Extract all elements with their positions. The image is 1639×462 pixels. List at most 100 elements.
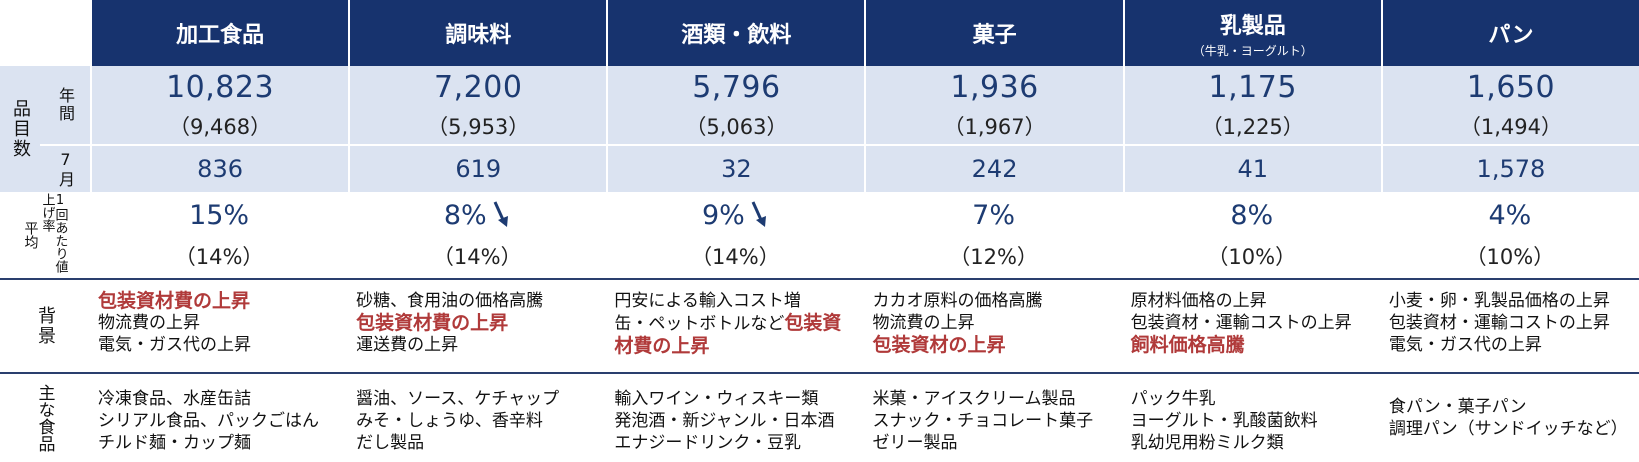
background-line-highlight: 包装資材費の上昇 (614, 312, 842, 357)
foods-cell: 食パン・菓子パン 調理パン（サンドイッチなど） (1381, 374, 1639, 462)
food-item: 米菓・アイスクリーム製品 (872, 389, 1076, 409)
july-cell: 836 (90, 146, 349, 192)
background-line: 缶・ペットボトルなど (614, 314, 785, 334)
header-col-5: パン (1380, 0, 1639, 66)
rate-prev: （14%） (432, 244, 522, 269)
food-item: 醤油、ソース、ケチャップ (356, 389, 560, 409)
food-item: 発泡酒・新ジャンル・日本酒 (614, 411, 835, 431)
side-rate-main: 平均 (22, 221, 39, 249)
foods-cell: 輸入ワイン・ウィスキー類 発泡酒・新ジャンル・日本酒 エナジードリンク・豆乳 (606, 374, 864, 462)
background-cell: 円安による輸入コスト増 缶・ペットボトルなど包装資材費の上昇 (606, 280, 865, 374)
rate-prev: （14%） (174, 244, 264, 269)
annual-count-prev: （1,967） (943, 114, 1046, 139)
down-right-arrow-icon (751, 201, 766, 227)
category-name: 乳製品 (1219, 13, 1286, 39)
food-item: ヨーグルト・乳酸菌飲料 (1130, 411, 1318, 431)
annual-count-prev: （9,468） (169, 114, 272, 139)
header-corner (0, 0, 90, 66)
annual-cell: 5,796 （5,063） (606, 66, 865, 146)
rate-value: 8% (443, 199, 487, 231)
side-count-group: 品目数 年間 7月 (0, 66, 90, 192)
side-count-text: 品目数 (10, 99, 31, 159)
annual-count-prev: （1,225） (1201, 114, 1304, 139)
july-cell: 619 (348, 146, 607, 192)
annual-count: 1,650 (1466, 69, 1556, 105)
food-item: みそ・しょうゆ、香辛料 (356, 411, 543, 431)
side-rate-label: 平均 1回あたり値上げ率 (0, 192, 90, 280)
annual-cell: 10,823 （9,468） (90, 66, 349, 146)
food-item: 食パン・菓子パン (1388, 397, 1527, 417)
annual-cell: 1,650 （1,494） (1380, 66, 1639, 146)
header-col-3: 菓子 (864, 0, 1123, 66)
side-july-label: 7月 (40, 146, 90, 192)
annual-count: 1,175 (1208, 69, 1297, 105)
rate-cell: 7% （12%） (864, 192, 1123, 280)
category-subname: （牛乳・ヨーグルト） (1192, 43, 1313, 58)
rate-cell: 15% （14%） (90, 192, 349, 280)
food-item: スナック・チョコレート菓子 (872, 411, 1094, 431)
food-item: エナジードリンク・豆乳 (614, 433, 801, 453)
background-line: 物流費の上昇 (98, 313, 200, 333)
background-line: 電気・ガス代の上昇 (1388, 335, 1542, 355)
header-col-1: 調味料 (348, 0, 607, 66)
food-item: パック牛乳 (1130, 389, 1216, 409)
background-cell: 小麦・卵・乳製品価格の上昇 包装資材・運輸コストの上昇 電気・ガス代の上昇 (1380, 280, 1639, 374)
annual-count-prev: （1,494） (1459, 114, 1562, 139)
rate-value: 9% (701, 199, 745, 231)
rate-cell: 9% （14%） (606, 192, 865, 280)
category-name: 加工食品 (176, 23, 265, 48)
annual-count: 5,796 (692, 69, 781, 105)
foods-cell: 冷凍食品、水産缶詰 シリアル食品、パックごはん チルド麺・カップ麺 (90, 374, 348, 462)
background-cell: カカオ原料の価格高騰 物流費の上昇 包装資材の上昇 (864, 280, 1123, 374)
food-item: 乳幼児用粉ミルク類 (1130, 433, 1284, 453)
rate-value: 7% (972, 199, 1015, 231)
annual-cell: 1,175 （1,225） (1122, 66, 1381, 146)
food-item: ゼリー製品 (872, 433, 958, 453)
annual-count: 7,200 (434, 69, 523, 105)
annual-cell: 7,200 （5,953） (348, 66, 607, 146)
category-name: 調味料 (445, 23, 512, 48)
background-line: 小麦・卵・乳製品価格の上昇 (1388, 291, 1610, 311)
background-line: 円安による輸入コスト増 (614, 291, 801, 311)
category-name: 酒類・飲料 (681, 23, 792, 48)
side-annual-label: 年間 (40, 66, 90, 146)
rate-cell: 8% （10%） (1122, 192, 1381, 280)
annual-cell: 1,936 （1,967） (864, 66, 1123, 146)
side-rate-detail: 1回あたり値上げ率 (39, 193, 68, 273)
july-cell: 41 (1122, 146, 1381, 192)
side-foods-label: 主な食品 (0, 374, 90, 462)
side-count-label: 品目数 (0, 66, 40, 192)
down-right-arrow-icon (493, 201, 508, 227)
rate-prev: （14%） (691, 244, 780, 269)
july-count: 619 (455, 155, 502, 183)
category-name: パン (1488, 23, 1534, 48)
july-cell: 1,578 (1380, 146, 1639, 192)
rate-value: 4% (1488, 199, 1532, 231)
background-line: 包装資材・運輸コストの上昇 (1388, 313, 1610, 333)
header-col-4: 乳製品 （牛乳・ヨーグルト） (1122, 0, 1381, 66)
rate-cell: 8% （14%） (348, 192, 607, 280)
food-item: 冷凍食品、水産缶詰 (98, 389, 251, 409)
background-line: 飼料価格高騰 (1130, 334, 1245, 356)
july-cell: 32 (606, 146, 865, 192)
food-item: 調理パン（サンドイッチなど） (1388, 419, 1628, 439)
rate-prev: （10%） (1465, 244, 1555, 269)
july-count: 32 (721, 155, 752, 183)
food-item: だし製品 (356, 433, 425, 453)
annual-count-prev: （5,063） (685, 114, 788, 139)
background-line: 運送費の上昇 (356, 335, 459, 355)
side-foods-text: 主な食品 (34, 384, 55, 452)
side-background-text: 背景 (35, 306, 56, 346)
background-line: 砂糖、食用油の価格高騰 (356, 291, 544, 311)
background-line: カカオ原料の価格高騰 (872, 291, 1043, 311)
july-count: 836 (197, 155, 243, 183)
food-item: チルド麺・カップ麺 (98, 433, 251, 453)
july-count: 41 (1237, 155, 1269, 183)
background-line: 包装資材費の上昇 (98, 290, 251, 312)
july-count: 1,578 (1476, 155, 1546, 183)
header-col-2: 酒類・飲料 (606, 0, 865, 66)
side-july-text: 7月 (56, 149, 75, 189)
header-col-0: 加工食品 (90, 0, 349, 66)
rate-prev: （10%） (1207, 244, 1297, 269)
